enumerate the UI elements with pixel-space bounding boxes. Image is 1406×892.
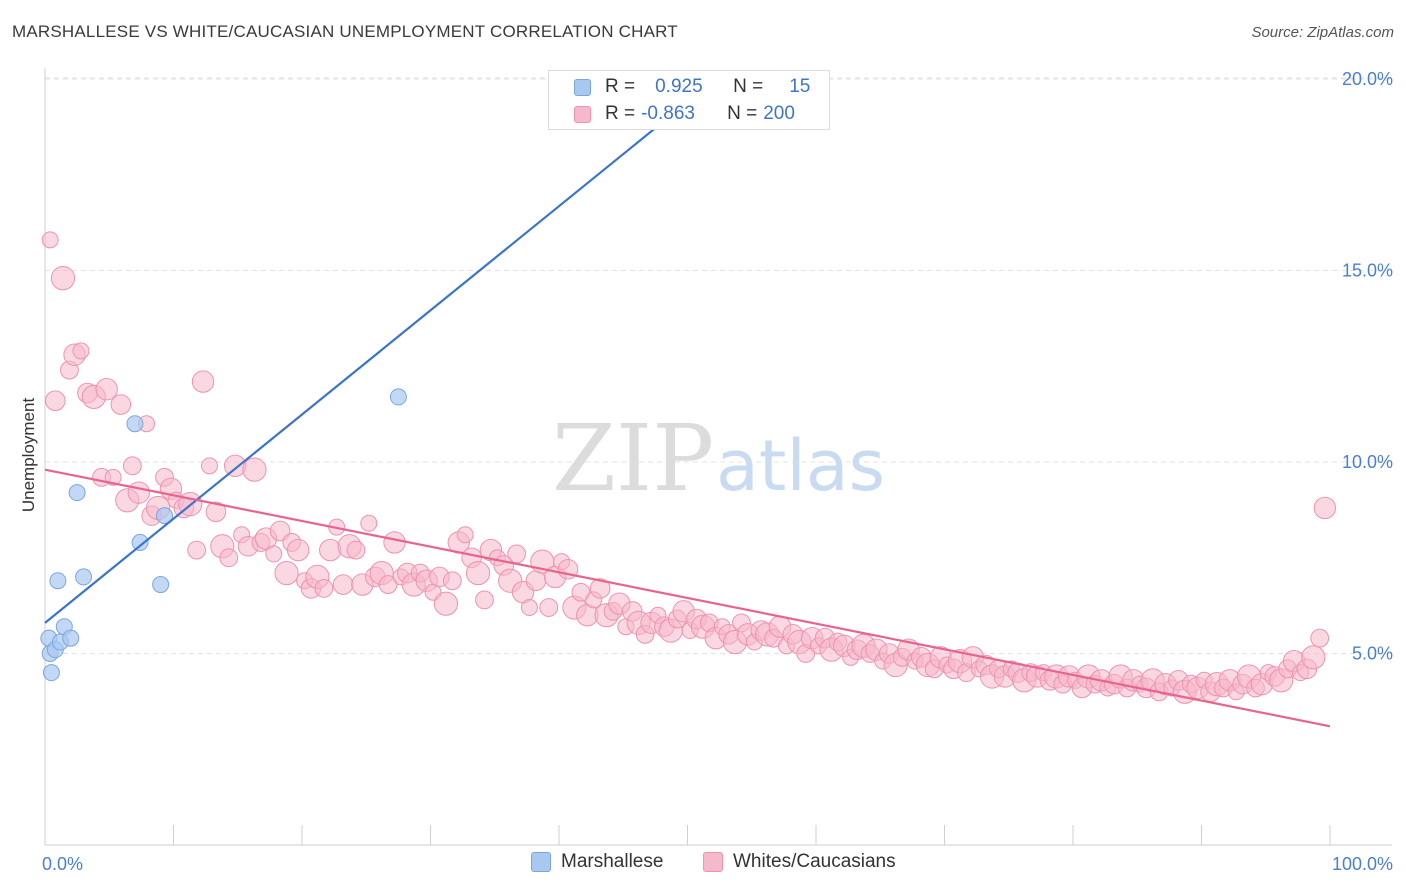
marshallese-points bbox=[40, 388, 407, 682]
whites-point bbox=[539, 598, 559, 617]
whites-point bbox=[571, 582, 591, 602]
whites-point bbox=[191, 370, 215, 393]
marshallese-point bbox=[131, 533, 149, 551]
watermark-zip: ZIP bbox=[552, 405, 714, 512]
whites-point bbox=[265, 545, 283, 563]
whites-point bbox=[205, 501, 227, 523]
marshallese-point bbox=[75, 568, 93, 586]
watermark: ZIP atlas bbox=[552, 405, 885, 512]
legend-r-label: R = bbox=[605, 103, 636, 124]
legend-n-value: 15 bbox=[789, 76, 811, 97]
whites-point bbox=[219, 548, 239, 568]
legend-item-whites: Whites/Caucasians bbox=[703, 851, 896, 873]
whites-point bbox=[314, 578, 334, 598]
whites-point bbox=[383, 531, 406, 554]
whites-point bbox=[520, 599, 538, 617]
trend-lines bbox=[44, 101, 1331, 728]
whites-swatch bbox=[703, 852, 723, 872]
y-tick-label: 20.0% bbox=[1342, 69, 1393, 89]
y-tick-label: 5.0% bbox=[1352, 644, 1393, 664]
whites-point bbox=[433, 591, 459, 616]
whites-points bbox=[41, 231, 1337, 704]
whites-point bbox=[110, 394, 132, 415]
whites-point bbox=[360, 514, 378, 532]
marshallese-point bbox=[389, 388, 407, 406]
marshallese-point bbox=[156, 507, 174, 525]
marshallese-point bbox=[68, 484, 86, 502]
y-tick-label: 10.0% bbox=[1342, 452, 1393, 472]
whites-point bbox=[286, 538, 310, 562]
whites-point bbox=[72, 342, 90, 360]
legend-row-marshallese: R = 0.925 N = 15 bbox=[549, 74, 810, 100]
whites-point bbox=[1301, 645, 1326, 670]
whites-point bbox=[1313, 496, 1337, 520]
whites-point bbox=[456, 526, 474, 544]
y-tick-label: 15.0% bbox=[1342, 261, 1393, 281]
whites-point bbox=[319, 538, 342, 562]
legend-swatch-blue bbox=[574, 78, 591, 96]
marshallese-label: Marshallese bbox=[561, 851, 664, 872]
axes bbox=[44, 68, 1392, 846]
whites-point bbox=[104, 468, 122, 486]
marshallese-point bbox=[126, 415, 144, 433]
whites-point bbox=[378, 575, 398, 594]
legend-r-value: 0.925 bbox=[655, 76, 703, 97]
watermark-atlas: atlas bbox=[716, 425, 885, 507]
whites-point bbox=[44, 390, 66, 412]
legend-r-value: -0.863 bbox=[641, 103, 695, 124]
whites-point bbox=[274, 560, 299, 586]
whites-point bbox=[1310, 628, 1330, 648]
whites-point bbox=[346, 540, 366, 560]
marshallese-point bbox=[42, 664, 60, 682]
correlation-legend: R = 0.925 N = 15 R = -0.863 N = 200 bbox=[548, 70, 830, 130]
legend-row-whites: R = -0.863 N = 200 bbox=[549, 101, 795, 127]
whites-point bbox=[507, 544, 526, 564]
whites-point bbox=[200, 457, 218, 475]
marshallese-point bbox=[49, 572, 67, 590]
legend-item-marshallese: Marshallese bbox=[531, 851, 663, 873]
whites-point bbox=[187, 540, 207, 560]
series-legend: Marshallese Whites/Caucasians bbox=[0, 851, 1406, 877]
y-axis-label: Unemployment bbox=[19, 398, 38, 513]
marshallese-point bbox=[152, 576, 170, 594]
whites-point bbox=[41, 231, 59, 249]
whites-label: Whites/Caucasians bbox=[733, 851, 896, 872]
marshallese-trend-line bbox=[44, 101, 689, 624]
legend-n-label: N = bbox=[733, 76, 764, 97]
y-tick-labels: 5.0% 10.0% 15.0% 20.0% bbox=[1342, 69, 1393, 664]
whites-point bbox=[50, 266, 76, 291]
chart-title: MARSHALLESE VS WHITE/CAUCASIAN UNEMPLOYM… bbox=[12, 22, 678, 41]
legend-swatch-pink bbox=[574, 105, 591, 123]
x-tick-max: 100.0% bbox=[1332, 854, 1393, 874]
x-tick-min: 0.0% bbox=[42, 854, 83, 874]
whites-point bbox=[589, 578, 611, 599]
whites-point bbox=[127, 481, 151, 504]
legend-n-label: N = bbox=[727, 103, 758, 124]
whites-point bbox=[475, 590, 494, 610]
legend-n-value: 200 bbox=[763, 103, 795, 124]
gridlines bbox=[45, 77, 1392, 654]
whites-point bbox=[465, 560, 491, 586]
marshallese-point bbox=[62, 629, 80, 647]
whites-point bbox=[242, 457, 267, 482]
whites-point bbox=[525, 570, 547, 592]
whites-point bbox=[95, 378, 118, 401]
marshallese-swatch bbox=[531, 852, 551, 872]
legend-r-label: R = bbox=[605, 76, 636, 97]
whites-point bbox=[442, 571, 462, 591]
whites-trend-line bbox=[44, 468, 1331, 728]
source-label: Source: ZipAtlas.com bbox=[1251, 24, 1394, 41]
whites-point bbox=[122, 456, 142, 476]
whites-point bbox=[332, 574, 354, 595]
whites-point bbox=[223, 454, 247, 478]
